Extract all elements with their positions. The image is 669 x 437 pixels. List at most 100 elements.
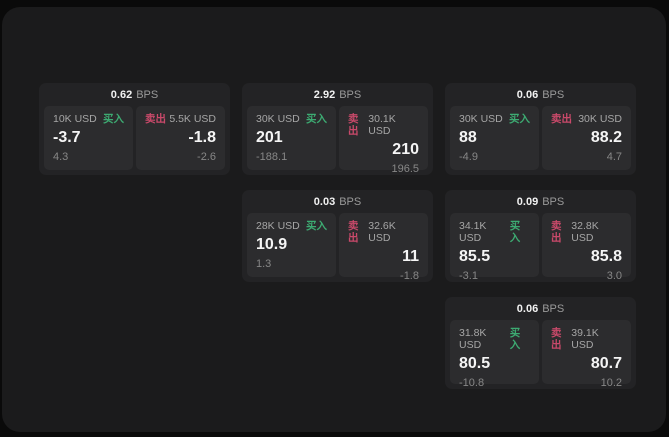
bps-unit-label: BPS: [339, 196, 362, 208]
quote-card-body: 10K USD 买入 -3.7 4.3 卖出 5.5K USD -1.8 -2.…: [44, 106, 225, 170]
buy-sub-value: -3.1: [459, 270, 478, 282]
sell-quote-tile[interactable]: 卖出 39.1K USD 80.7 10.2: [542, 320, 631, 389]
bps-value: 0.09: [516, 196, 539, 208]
quote-card-body: 28K USD 买入 10.9 1.3 卖出 32.6K USD 11 -1.8: [247, 213, 428, 282]
bps-unit-label: BPS: [542, 303, 565, 315]
bps-header: 0.03 BPS: [242, 190, 433, 211]
buy-tile-header: 10K USD 买入: [53, 113, 124, 125]
buy-sub-value: 4.3: [53, 151, 69, 163]
bps-unit-label: BPS: [542, 196, 565, 208]
buy-tile-header: 30K USD 买入: [459, 113, 530, 125]
bps-unit-label: BPS: [339, 89, 362, 101]
quote-card: 0.06 BPS 31.8K USD 买入 80.5 -10.8 卖出 39.1K…: [445, 297, 636, 389]
buy-price: 88: [459, 129, 477, 146]
sell-price: 210: [392, 141, 419, 158]
sell-amount: 30K USD: [578, 113, 622, 125]
sell-tile-header: 卖出 39.1K USD: [551, 327, 622, 351]
sell-side-label: 卖出: [348, 220, 359, 244]
quote-card-body: 30K USD 买入 201 -188.1 卖出 30.1K USD 210 1…: [247, 106, 428, 175]
buy-side-label: 买入: [509, 113, 530, 125]
bps-header: 2.92 BPS: [242, 83, 433, 104]
buy-side-label: 买入: [306, 220, 327, 232]
sell-tile-header: 卖出 5.5K USD: [145, 113, 216, 125]
sell-sub-value: 10.2: [600, 377, 622, 389]
quote-card-body: 34.1K USD 买入 85.5 -3.1 卖出 32.8K USD 85.8…: [450, 213, 631, 282]
sell-amount: 30.1K USD: [368, 113, 396, 137]
buy-amount: 10K USD: [53, 113, 97, 125]
sell-amount: 39.1K USD: [571, 327, 599, 351]
bps-value: 2.92: [313, 89, 336, 101]
quote-card-body: 30K USD 买入 88 -4.9 卖出 30K USD 88.2 4.7: [450, 106, 631, 170]
bps-unit-label: BPS: [136, 89, 159, 101]
buy-amount: 34.1K USD: [459, 220, 487, 244]
sell-price: 88.2: [590, 129, 622, 146]
sell-side-label: 卖出: [551, 327, 562, 351]
buy-price: -3.7: [53, 129, 81, 146]
bps-unit-label: BPS: [542, 89, 565, 101]
buy-sub-value: -188.1: [256, 151, 288, 163]
buy-side-label: 买入: [509, 220, 521, 244]
buy-tile-header: 34.1K USD 买入: [459, 220, 530, 244]
buy-quote-tile[interactable]: 30K USD 买入 201 -188.1: [247, 106, 336, 170]
buy-quote-tile[interactable]: 34.1K USD 买入 85.5 -3.1: [450, 213, 539, 282]
bps-value: 0.62: [110, 89, 133, 101]
bps-value: 0.03: [313, 196, 336, 208]
buy-tile-header: 28K USD 买入: [256, 220, 327, 232]
sell-side-label: 卖出: [145, 113, 166, 125]
sell-tile-header: 卖出 32.6K USD: [348, 220, 419, 244]
quote-card: 0.62 BPS 10K USD 买入 -3.7 4.3 卖出 5.5K USD …: [39, 83, 230, 175]
sell-tile-header: 卖出 30.1K USD: [348, 113, 419, 137]
quote-card: 0.03 BPS 28K USD 买入 10.9 1.3 卖出 32.6K USD…: [242, 190, 433, 282]
sell-price: 80.7: [590, 355, 622, 372]
sell-side-label: 卖出: [348, 113, 359, 137]
buy-sub-value: 1.3: [256, 258, 272, 270]
buy-quote-tile[interactable]: 28K USD 买入 10.9 1.3: [247, 213, 336, 277]
quote-card: 0.06 BPS 30K USD 买入 88 -4.9 卖出 30K USD 88…: [445, 83, 636, 175]
sell-quote-tile[interactable]: 卖出 5.5K USD -1.8 -2.6: [136, 106, 225, 170]
buy-amount: 31.8K USD: [459, 327, 487, 351]
buy-amount: 30K USD: [459, 113, 503, 125]
buy-amount: 30K USD: [256, 113, 300, 125]
sell-amount: 32.8K USD: [571, 220, 599, 244]
sell-quote-tile[interactable]: 卖出 30K USD 88.2 4.7: [542, 106, 631, 170]
sell-quote-tile[interactable]: 卖出 32.6K USD 11 -1.8: [339, 213, 428, 282]
bps-header: 0.06 BPS: [445, 297, 636, 318]
buy-price: 10.9: [256, 236, 288, 253]
buy-quote-tile[interactable]: 30K USD 买入 88 -4.9: [450, 106, 539, 170]
sell-sub-value: -1.8: [400, 270, 419, 282]
sell-amount: 32.6K USD: [368, 220, 396, 244]
buy-price: 80.5: [459, 355, 491, 372]
buy-side-label: 买入: [306, 113, 327, 125]
sell-price: -1.8: [188, 129, 216, 146]
buy-sub-value: -4.9: [459, 151, 478, 163]
sell-price: 85.8: [590, 248, 622, 265]
buy-quote-tile[interactable]: 10K USD 买入 -3.7 4.3: [44, 106, 133, 170]
sell-sub-value: 3.0: [606, 270, 622, 282]
bps-value: 0.06: [516, 89, 539, 101]
quote-card-body: 31.8K USD 买入 80.5 -10.8 卖出 39.1K USD 80.…: [450, 320, 631, 389]
sell-tile-header: 卖出 32.8K USD: [551, 220, 622, 244]
buy-price: 85.5: [459, 248, 491, 265]
buy-side-label: 买入: [103, 113, 124, 125]
bps-value: 0.06: [516, 303, 539, 315]
buy-price: 201: [256, 129, 283, 146]
sell-quote-tile[interactable]: 卖出 30.1K USD 210 196.5: [339, 106, 428, 175]
buy-amount: 28K USD: [256, 220, 300, 232]
buy-sub-value: -10.8: [459, 377, 485, 389]
bps-header: 0.62 BPS: [39, 83, 230, 104]
sell-amount: 5.5K USD: [169, 113, 216, 125]
sell-price: 11: [402, 248, 419, 265]
quotes-panel: 0.62 BPS 10K USD 买入 -3.7 4.3 卖出 5.5K USD …: [2, 7, 666, 432]
sell-quote-tile[interactable]: 卖出 32.8K USD 85.8 3.0: [542, 213, 631, 282]
buy-tile-header: 31.8K USD 买入: [459, 327, 530, 351]
sell-sub-value: 4.7: [606, 151, 622, 163]
buy-quote-tile[interactable]: 31.8K USD 买入 80.5 -10.8: [450, 320, 539, 389]
sell-sub-value: 196.5: [391, 163, 419, 175]
buy-tile-header: 30K USD 买入: [256, 113, 327, 125]
bps-header: 0.06 BPS: [445, 83, 636, 104]
sell-side-label: 卖出: [551, 113, 572, 125]
sell-side-label: 卖出: [551, 220, 562, 244]
sell-sub-value: -2.6: [197, 151, 216, 163]
sell-tile-header: 卖出 30K USD: [551, 113, 622, 125]
quote-card: 2.92 BPS 30K USD 买入 201 -188.1 卖出 30.1K U…: [242, 83, 433, 175]
